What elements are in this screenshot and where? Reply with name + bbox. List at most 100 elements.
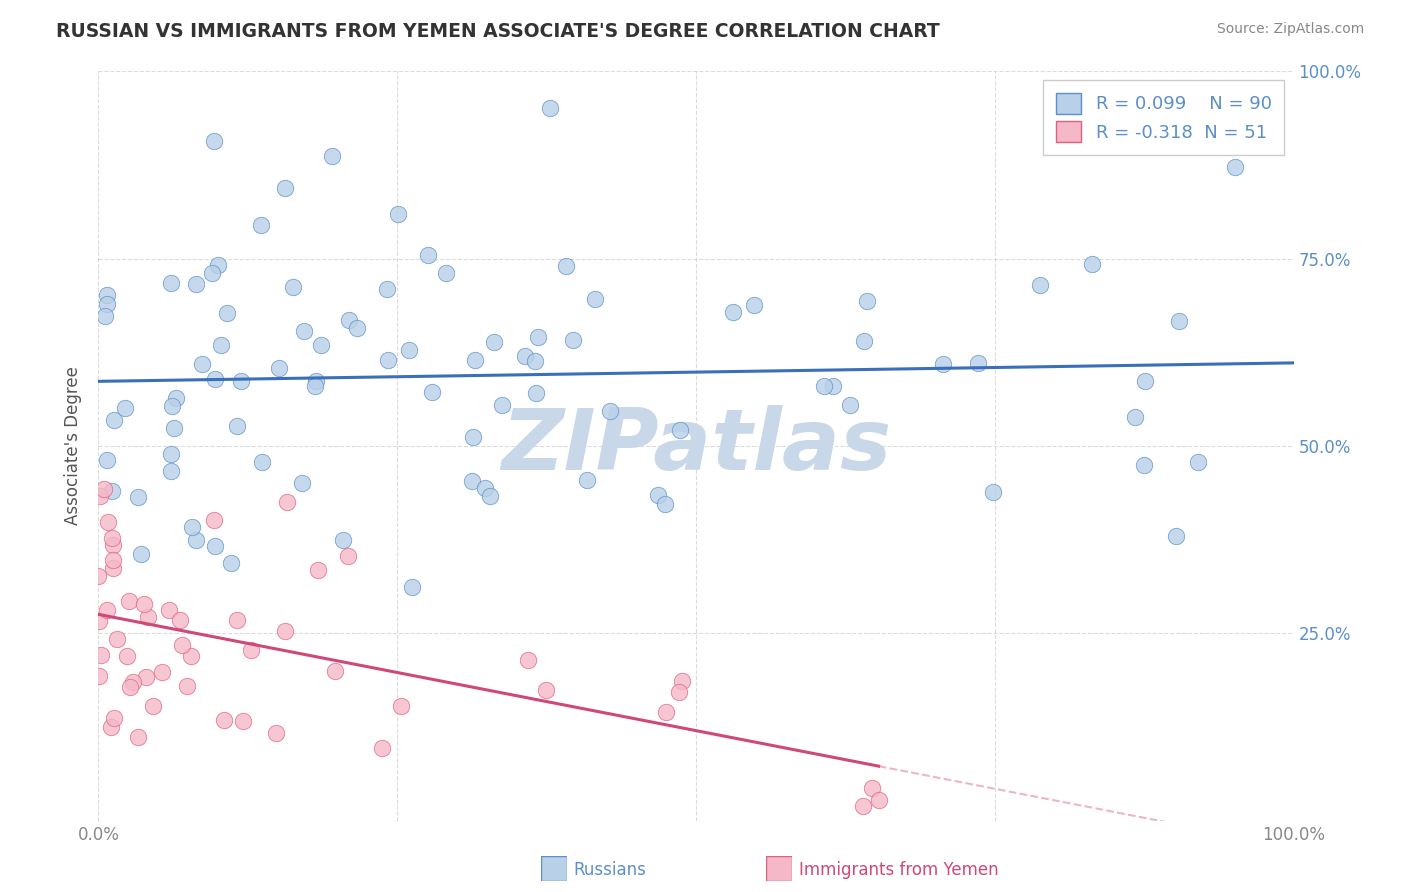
Point bbox=[387, 206, 409, 220]
Point bbox=[744, 298, 766, 312]
Point bbox=[114, 401, 136, 416]
Point bbox=[561, 334, 583, 348]
Point bbox=[283, 279, 305, 293]
Point bbox=[321, 148, 343, 162]
Point bbox=[389, 699, 412, 714]
Point bbox=[491, 398, 513, 412]
Point bbox=[517, 652, 540, 666]
Point bbox=[101, 531, 124, 545]
Point bbox=[97, 516, 120, 530]
Point bbox=[89, 669, 111, 683]
Point bbox=[100, 720, 122, 734]
Point bbox=[226, 418, 249, 433]
Point bbox=[309, 338, 332, 352]
Point bbox=[101, 538, 124, 552]
Point bbox=[150, 665, 173, 679]
Text: Russians: Russians bbox=[574, 861, 647, 879]
Point bbox=[232, 714, 254, 728]
Point bbox=[96, 288, 118, 302]
Point bbox=[276, 495, 298, 509]
Point bbox=[647, 488, 669, 502]
Y-axis label: Associate's Degree: Associate's Degree bbox=[65, 367, 83, 525]
Point bbox=[1167, 314, 1189, 328]
Point bbox=[323, 664, 346, 678]
Point bbox=[1029, 277, 1052, 292]
Point bbox=[401, 580, 423, 594]
Point bbox=[339, 312, 361, 326]
Point bbox=[266, 725, 288, 739]
Point bbox=[87, 614, 110, 628]
Point bbox=[115, 649, 138, 664]
Point bbox=[231, 374, 253, 388]
Point bbox=[524, 386, 547, 401]
Point bbox=[191, 357, 214, 371]
Point bbox=[668, 685, 690, 699]
Point bbox=[118, 593, 141, 607]
Point bbox=[165, 391, 187, 405]
Point bbox=[1187, 455, 1209, 469]
Point bbox=[103, 561, 125, 575]
Point bbox=[981, 485, 1004, 500]
Point bbox=[134, 597, 156, 611]
Point bbox=[599, 404, 621, 418]
Text: ZIPatlas: ZIPatlas bbox=[501, 404, 891, 488]
Point bbox=[538, 102, 561, 116]
Point bbox=[204, 372, 226, 386]
Point bbox=[576, 473, 599, 487]
Point bbox=[163, 421, 186, 435]
Point bbox=[93, 482, 115, 496]
Point bbox=[181, 519, 204, 533]
Point bbox=[583, 293, 606, 307]
Point bbox=[346, 320, 368, 334]
Point bbox=[204, 540, 226, 554]
Point bbox=[307, 563, 329, 577]
Point bbox=[96, 297, 118, 311]
Point bbox=[534, 683, 557, 698]
Point bbox=[821, 379, 844, 393]
Point bbox=[172, 638, 194, 652]
Point bbox=[721, 305, 744, 319]
Point bbox=[239, 642, 262, 657]
Point bbox=[375, 282, 398, 296]
Point bbox=[1123, 409, 1146, 424]
Point bbox=[250, 454, 273, 468]
Point bbox=[416, 248, 439, 262]
Point bbox=[103, 553, 125, 567]
Point bbox=[555, 259, 578, 273]
Text: Source: ZipAtlas.com: Source: ZipAtlas.com bbox=[1216, 22, 1364, 37]
Point bbox=[180, 648, 202, 663]
Point bbox=[654, 497, 676, 511]
Point bbox=[370, 740, 392, 755]
Point bbox=[204, 513, 226, 527]
Point bbox=[852, 334, 875, 349]
Point bbox=[463, 430, 485, 444]
Legend: R = 0.099    N = 90, R = -0.318  N = 51: R = 0.099 N = 90, R = -0.318 N = 51 bbox=[1043, 80, 1285, 154]
Point bbox=[96, 603, 118, 617]
Point bbox=[966, 356, 988, 370]
Point bbox=[103, 413, 125, 427]
Point bbox=[852, 798, 875, 813]
Point bbox=[142, 699, 165, 714]
Point bbox=[860, 781, 883, 796]
Point bbox=[1225, 160, 1247, 174]
Point bbox=[136, 610, 159, 624]
Point bbox=[1133, 374, 1156, 388]
Point bbox=[932, 357, 955, 371]
Point bbox=[159, 447, 181, 461]
Point bbox=[89, 489, 111, 503]
Point bbox=[176, 679, 198, 693]
Point bbox=[87, 569, 110, 583]
Point bbox=[1166, 529, 1188, 543]
Point bbox=[96, 453, 118, 467]
Point bbox=[274, 181, 297, 195]
Point bbox=[523, 353, 546, 368]
Point bbox=[655, 705, 678, 719]
Point bbox=[90, 648, 112, 662]
Point bbox=[169, 613, 191, 627]
Point bbox=[209, 338, 232, 352]
Point bbox=[135, 670, 157, 684]
Point bbox=[94, 310, 117, 324]
Point bbox=[202, 135, 225, 149]
Point bbox=[201, 266, 224, 280]
Point bbox=[527, 330, 550, 344]
